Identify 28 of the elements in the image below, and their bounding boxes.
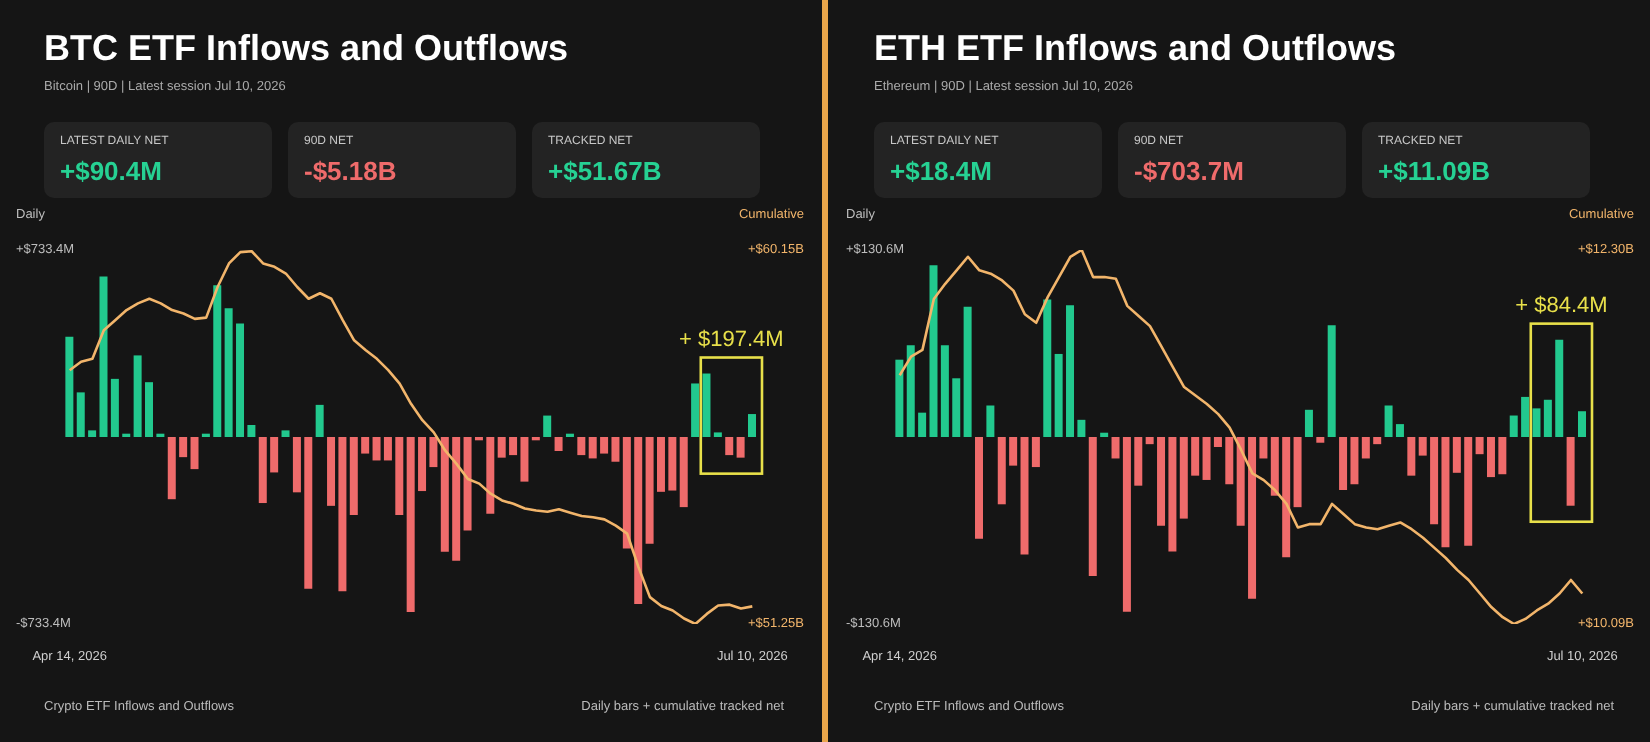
bar	[747, 414, 756, 437]
bar	[1566, 437, 1575, 506]
bar	[315, 404, 324, 437]
bar	[543, 415, 552, 437]
bar	[1327, 325, 1336, 437]
bar	[1088, 437, 1097, 576]
bar	[1316, 437, 1325, 443]
bar	[986, 405, 995, 437]
bar	[65, 336, 74, 437]
chart-title: BTC ETF Inflows and Outflows	[44, 28, 568, 70]
bar	[281, 430, 290, 437]
bar	[736, 437, 745, 458]
bar	[963, 306, 972, 437]
bar	[1304, 409, 1313, 437]
annotation: + $197.4M	[679, 327, 784, 352]
bar	[679, 437, 688, 508]
chart-title: ETH ETF Inflows and Outflows	[874, 28, 1396, 70]
bar	[577, 437, 586, 456]
bar	[895, 359, 904, 437]
bar	[554, 437, 563, 452]
bar	[1043, 299, 1052, 437]
bar	[975, 437, 983, 539]
bar	[1407, 437, 1416, 476]
bar	[1577, 411, 1586, 437]
bar	[190, 437, 199, 470]
bar	[725, 437, 734, 456]
bar	[1293, 437, 1302, 508]
annotation: + $84.4M	[1515, 293, 1608, 318]
